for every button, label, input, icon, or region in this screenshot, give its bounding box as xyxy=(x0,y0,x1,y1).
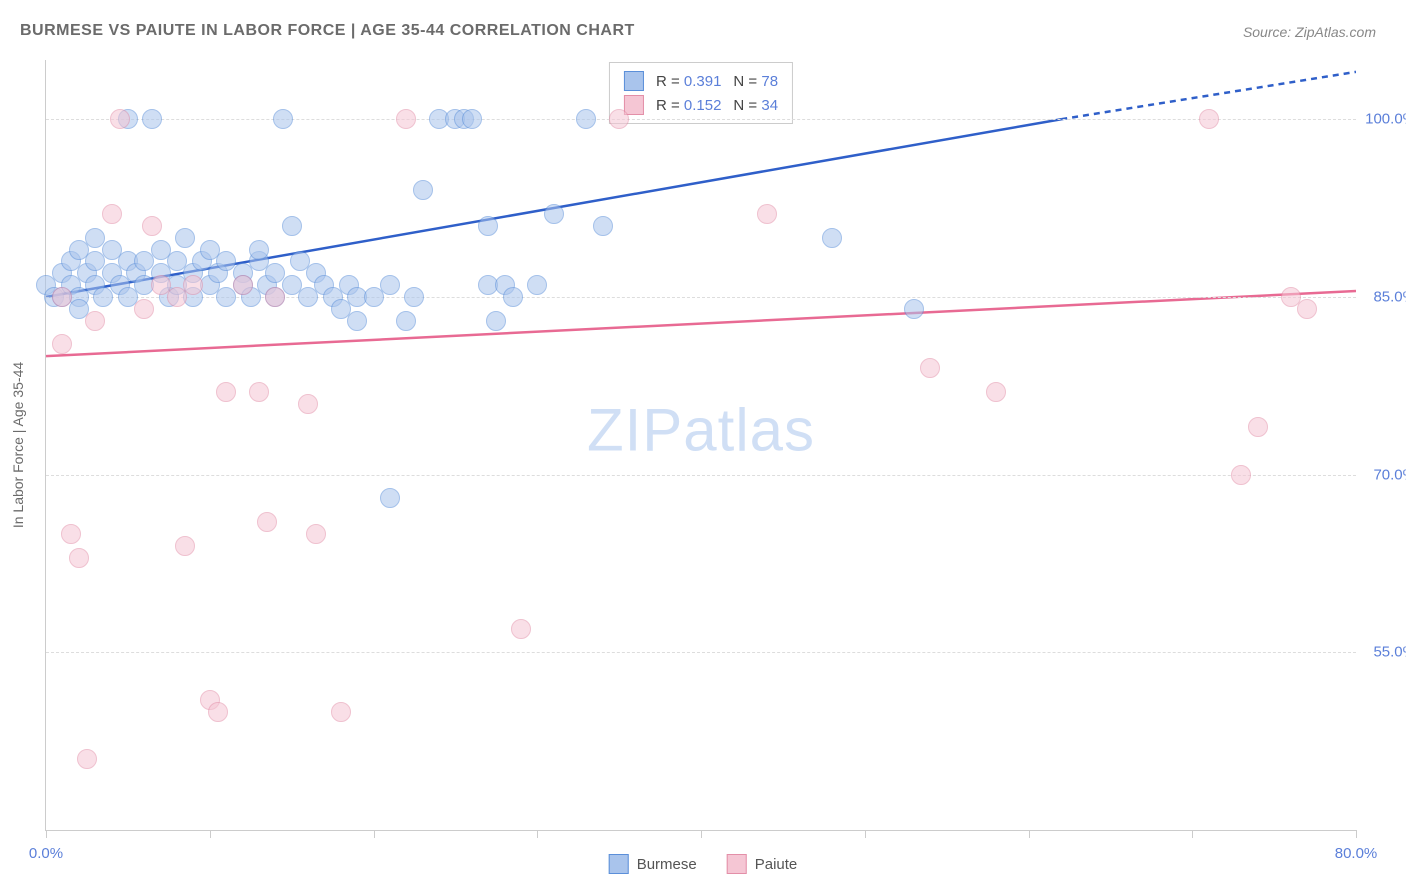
x-tick xyxy=(210,830,211,838)
scatter-point xyxy=(503,287,523,307)
scatter-point xyxy=(920,358,940,378)
scatter-point xyxy=(462,109,482,129)
legend-label: Paiute xyxy=(755,856,798,873)
scatter-point xyxy=(1231,465,1251,485)
scatter-point xyxy=(175,228,195,248)
scatter-point xyxy=(142,216,162,236)
grid-line xyxy=(46,119,1356,120)
scatter-point xyxy=(1199,109,1219,129)
legend-row: R = 0.152 N = 34 xyxy=(624,93,778,117)
x-tick xyxy=(701,830,702,838)
scatter-point xyxy=(110,109,130,129)
x-tick xyxy=(1356,830,1357,838)
scatter-point xyxy=(380,275,400,295)
scatter-point xyxy=(511,619,531,639)
scatter-point xyxy=(183,275,203,295)
scatter-point xyxy=(52,334,72,354)
x-tick xyxy=(46,830,47,838)
scatter-point xyxy=(265,287,285,307)
scatter-point xyxy=(396,311,416,331)
scatter-point xyxy=(306,524,326,544)
legend-r-label: R = 0.152 xyxy=(656,97,721,114)
scatter-point xyxy=(1297,299,1317,319)
scatter-point xyxy=(527,275,547,295)
scatter-point xyxy=(413,180,433,200)
legend-r-label: R = 0.391 xyxy=(656,73,721,90)
y-tick-label: 55.0% xyxy=(1373,644,1406,661)
x-tick-label: 0.0% xyxy=(29,845,63,862)
scatter-point xyxy=(478,216,498,236)
legend-swatch xyxy=(609,854,629,874)
scatter-point xyxy=(380,488,400,508)
scatter-point xyxy=(77,749,97,769)
legend-swatch xyxy=(727,854,747,874)
scatter-point xyxy=(69,548,89,568)
scatter-point xyxy=(904,299,924,319)
scatter-point xyxy=(347,311,367,331)
source-label: Source: ZipAtlas.com xyxy=(1243,24,1376,40)
scatter-point xyxy=(986,382,1006,402)
trend-lines-svg xyxy=(46,60,1356,830)
legend-item: Burmese xyxy=(609,854,697,874)
x-tick xyxy=(865,830,866,838)
y-tick-label: 100.0% xyxy=(1365,111,1406,128)
scatter-point xyxy=(576,109,596,129)
scatter-point xyxy=(233,275,253,295)
scatter-point xyxy=(757,204,777,224)
scatter-point xyxy=(593,216,613,236)
x-tick xyxy=(1192,830,1193,838)
scatter-point xyxy=(486,311,506,331)
scatter-point xyxy=(609,109,629,129)
x-tick xyxy=(537,830,538,838)
x-tick-label: 80.0% xyxy=(1335,845,1378,862)
legend-row: R = 0.391 N = 78 xyxy=(624,69,778,93)
scatter-point xyxy=(282,216,302,236)
scatter-point xyxy=(52,287,72,307)
scatter-point xyxy=(134,299,154,319)
scatter-point xyxy=(273,109,293,129)
scatter-point xyxy=(249,240,269,260)
y-tick-label: 85.0% xyxy=(1373,288,1406,305)
scatter-point xyxy=(85,311,105,331)
grid-line xyxy=(46,475,1356,476)
scatter-point xyxy=(298,394,318,414)
series-legend: Burmese Paiute xyxy=(609,854,798,874)
chart-title: BURMESE VS PAIUTE IN LABOR FORCE | AGE 3… xyxy=(20,22,635,40)
scatter-point xyxy=(175,536,195,556)
watermark: ZIPatlas xyxy=(587,395,815,464)
legend-n-label: N = 78 xyxy=(733,73,778,90)
scatter-point xyxy=(249,382,269,402)
y-axis-label: In Labor Force | Age 35-44 xyxy=(10,362,26,528)
legend-n-label: N = 34 xyxy=(733,97,778,114)
legend-label: Burmese xyxy=(637,856,697,873)
scatter-point xyxy=(216,382,236,402)
grid-line xyxy=(46,652,1356,653)
scatter-point xyxy=(404,287,424,307)
y-tick-label: 70.0% xyxy=(1373,466,1406,483)
x-tick xyxy=(1029,830,1030,838)
legend-swatch xyxy=(624,71,644,91)
scatter-point xyxy=(142,109,162,129)
scatter-point xyxy=(331,702,351,722)
scatter-point xyxy=(61,524,81,544)
legend-item: Paiute xyxy=(727,854,798,874)
x-tick xyxy=(374,830,375,838)
scatter-point xyxy=(102,204,122,224)
scatter-point xyxy=(396,109,416,129)
scatter-point xyxy=(1248,417,1268,437)
correlation-legend: R = 0.391 N = 78 R = 0.152 N = 34 xyxy=(609,62,793,124)
scatter-point xyxy=(544,204,564,224)
chart-plot-area: In Labor Force | Age 35-44 ZIPatlas R = … xyxy=(45,60,1356,831)
scatter-point xyxy=(822,228,842,248)
scatter-point xyxy=(208,702,228,722)
scatter-point xyxy=(257,512,277,532)
